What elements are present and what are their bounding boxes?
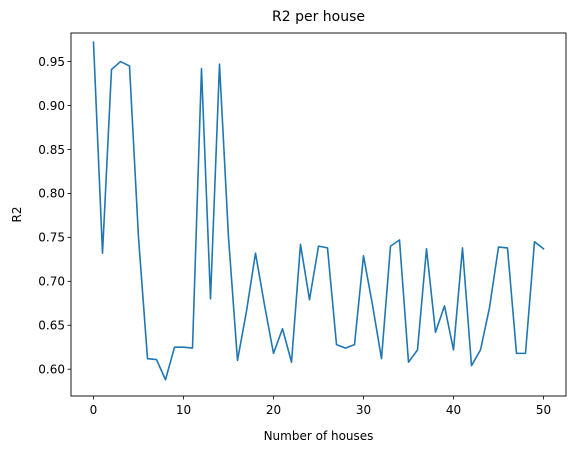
y-tick-label: 0.60 <box>38 362 65 376</box>
chart-title: R2 per house <box>272 9 365 25</box>
y-tick-label: 0.80 <box>38 187 65 201</box>
x-axis-title: Number of houses <box>264 429 374 443</box>
x-tick-label: 40 <box>446 403 461 417</box>
y-tick-label: 0.65 <box>38 319 65 333</box>
y-tick-label: 0.90 <box>38 99 65 113</box>
y-axis-title: R2 <box>10 207 24 223</box>
x-tick-label: 50 <box>536 403 551 417</box>
y-tick-label: 0.75 <box>38 231 65 245</box>
x-tick-label: 0 <box>90 403 98 417</box>
x-tick-label: 20 <box>266 403 281 417</box>
y-tick-label: 0.70 <box>38 275 65 289</box>
x-tick-label: 10 <box>176 403 191 417</box>
x-tick-label: 30 <box>356 403 371 417</box>
y-tick-label: 0.85 <box>38 143 65 157</box>
y-tick-label: 0.95 <box>38 55 65 69</box>
